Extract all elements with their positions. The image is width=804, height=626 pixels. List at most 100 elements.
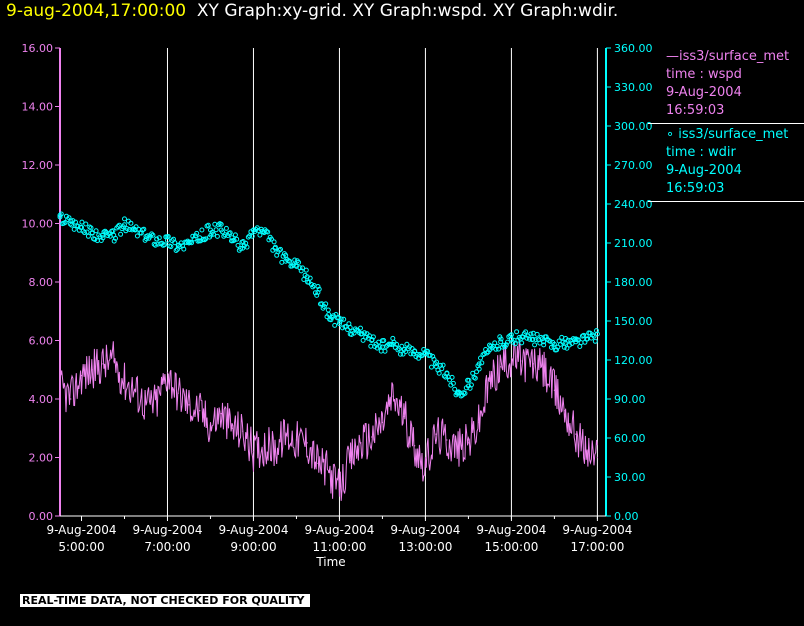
wdir-point bbox=[450, 380, 456, 386]
wspd-point bbox=[478, 421, 480, 423]
wdir-point bbox=[515, 337, 521, 343]
wspd-point bbox=[360, 442, 362, 444]
legend-wdir-source: ∘ iss3/surface_met bbox=[666, 127, 789, 142]
wspd-point bbox=[338, 489, 341, 491]
wspd-point bbox=[489, 380, 491, 383]
wspd-point bbox=[424, 465, 427, 467]
wdir-point bbox=[399, 343, 405, 349]
wdir-point bbox=[492, 340, 498, 346]
wspd-point bbox=[500, 366, 502, 368]
wdir-point bbox=[272, 245, 278, 251]
wdir-point bbox=[422, 351, 428, 356]
wdir-point bbox=[229, 235, 235, 241]
wdir-point bbox=[470, 370, 476, 376]
wdir-point bbox=[92, 236, 98, 242]
wdir-point bbox=[594, 331, 600, 337]
wdir-point bbox=[214, 233, 220, 239]
wspd-point bbox=[457, 448, 459, 450]
wdir-point bbox=[190, 233, 196, 239]
wspd-point bbox=[263, 445, 265, 447]
x-tick-label-time: 9:00:00 bbox=[230, 540, 276, 554]
wdir-point bbox=[234, 236, 240, 242]
wspd-point bbox=[349, 459, 351, 462]
wdir-point bbox=[581, 332, 587, 338]
wdir-point bbox=[468, 382, 474, 388]
wspd-point bbox=[188, 404, 190, 406]
wdir-point bbox=[577, 344, 583, 349]
right-tick-label: 120.00 bbox=[614, 354, 653, 367]
wdir-point bbox=[122, 216, 127, 222]
wdir-point bbox=[218, 221, 224, 227]
wdir-point bbox=[551, 341, 557, 347]
wdir-point bbox=[548, 344, 554, 350]
wdir-point bbox=[374, 345, 380, 351]
wdir-point bbox=[249, 233, 255, 239]
wdir-point bbox=[149, 231, 155, 237]
wspd-point bbox=[59, 386, 61, 388]
wdir-point bbox=[412, 348, 418, 354]
left-tick-label: 12.00 bbox=[22, 159, 54, 172]
wdir-point bbox=[447, 377, 452, 383]
wdir-point bbox=[150, 232, 156, 238]
wspd-line bbox=[59, 341, 598, 501]
wdir-point bbox=[205, 222, 211, 228]
wdir-point bbox=[269, 236, 274, 242]
wspd-point bbox=[295, 439, 298, 441]
left-tick-label: 6.00 bbox=[29, 335, 54, 348]
legend-wdir-variable: time : wdir bbox=[666, 145, 736, 160]
x-tick-label-date: 9-Aug-2004 bbox=[132, 523, 202, 537]
wspd-point bbox=[403, 415, 405, 418]
wdir-point bbox=[57, 214, 63, 220]
right-tick-label: 300.00 bbox=[614, 120, 653, 133]
left-tick-label: 8.00 bbox=[29, 276, 54, 289]
wdir-point bbox=[223, 225, 229, 231]
wspd-point bbox=[156, 401, 158, 403]
wdir-point bbox=[398, 351, 403, 357]
header-graph-list: XY Graph:xy-grid. XY Graph:wspd. XY Grap… bbox=[196, 1, 619, 21]
legend-wdir-date: 9-Aug-2004 bbox=[666, 163, 742, 178]
wdir-point bbox=[496, 346, 501, 352]
wdir-point bbox=[240, 245, 246, 251]
wspd-point bbox=[102, 363, 104, 365]
wdir-point bbox=[512, 341, 518, 347]
wdir-point bbox=[455, 390, 461, 395]
wdir-point bbox=[283, 258, 289, 264]
wdir-point bbox=[304, 274, 310, 280]
wdir-point bbox=[227, 230, 233, 236]
wdir-point bbox=[301, 277, 307, 282]
wspd-point bbox=[145, 404, 147, 406]
wdir-point bbox=[394, 341, 400, 347]
wspd-point bbox=[371, 436, 373, 438]
wdir-point bbox=[154, 236, 160, 242]
wdir-point bbox=[508, 336, 514, 342]
wdir-point bbox=[360, 337, 366, 343]
wdir-point bbox=[564, 345, 570, 351]
wdir-point bbox=[541, 339, 547, 345]
wdir-point bbox=[218, 227, 224, 233]
wdir-point bbox=[472, 375, 478, 381]
wdir-point bbox=[83, 221, 89, 227]
wdir-point bbox=[213, 227, 219, 233]
wdir-point bbox=[115, 224, 121, 229]
wdir-point bbox=[143, 234, 149, 239]
wdir-point bbox=[433, 364, 439, 369]
wdir-point bbox=[278, 246, 283, 252]
wdir-point bbox=[400, 351, 406, 357]
wdir-point bbox=[197, 235, 203, 241]
wdir-point bbox=[369, 338, 375, 343]
right-axis-ticks: 0.00 30.00 60.00 90.00 120.00 150.00 180.00 210… bbox=[606, 42, 653, 523]
wdir-point bbox=[427, 352, 433, 358]
wdir-point bbox=[84, 229, 90, 235]
wdir-point bbox=[379, 344, 385, 350]
wdir-point bbox=[429, 364, 434, 370]
wdir-point bbox=[121, 222, 127, 228]
wdir-point bbox=[408, 351, 414, 357]
page-title: 9-aug-2004,17:00:00 XY Graph:xy-grid. XY… bbox=[6, 1, 618, 21]
wdir-point bbox=[534, 331, 540, 337]
wdir-point bbox=[257, 232, 263, 238]
wdir-point bbox=[152, 242, 158, 248]
wdir-point bbox=[323, 301, 329, 307]
wdir-point bbox=[462, 390, 468, 396]
wdir-point bbox=[175, 243, 181, 249]
wspd-series bbox=[59, 341, 599, 501]
